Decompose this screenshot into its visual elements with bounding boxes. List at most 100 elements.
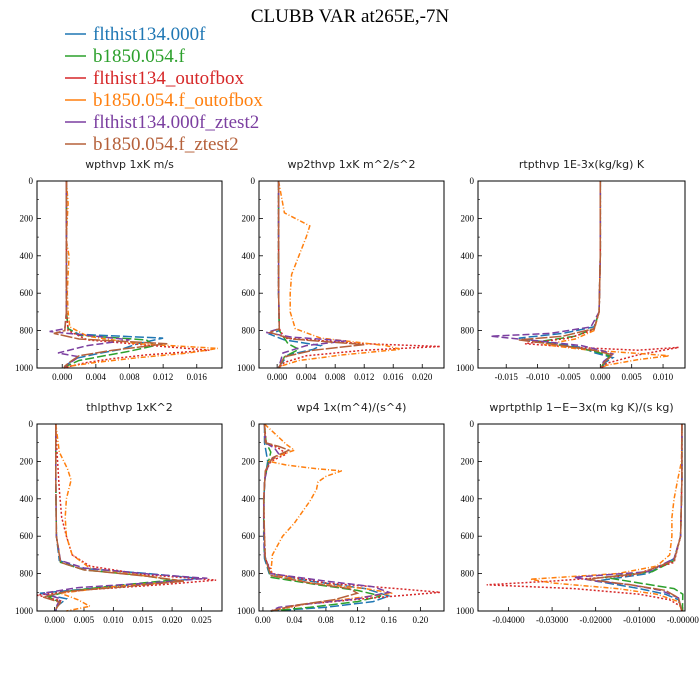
- y-tick-label: 200: [20, 213, 34, 223]
- x-tick-label: -0.010: [526, 372, 550, 382]
- y-tick-label: 600: [20, 288, 34, 298]
- panels: wpthvp 1xK m/s 0 200 400 600 800 1000 0.000 0.00…: [15, 158, 699, 625]
- x-tick-label: -0.01000: [623, 615, 656, 625]
- legend-label-b1850-054-f-outofbox: b1850.054.f_outofbox: [93, 90, 263, 111]
- legend-label-b1850-054-f: b1850.054.f: [93, 46, 186, 67]
- y-tick-label: 0: [470, 419, 475, 429]
- y-tick-label: 600: [461, 531, 475, 541]
- x-tick-label: 0.016: [187, 372, 208, 382]
- x-tick-label: 0.012: [354, 372, 374, 382]
- y-tick-label: 400: [242, 494, 256, 504]
- y-tick-label: 200: [461, 213, 475, 223]
- series-line-3: [36, 423, 217, 612]
- y-tick-label: 800: [461, 569, 475, 579]
- plot-frame: [36, 180, 223, 369]
- plot-frame: [477, 180, 686, 369]
- plot-frame: [258, 180, 445, 369]
- legend-entry: flthist134.000f_ztest2: [65, 112, 259, 133]
- y-tick-label: 0: [29, 176, 34, 186]
- x-tick-label: 0.12: [350, 615, 366, 625]
- y-tick-label: 200: [20, 456, 34, 466]
- legend-entry: b1850.054.f_ztest2: [65, 134, 239, 155]
- x-tick-label: -0.005: [557, 372, 581, 382]
- x-tick-label: 0.000: [52, 372, 73, 382]
- panel-6: wprtpthlp 1−E−3x(m kg K)/(s kg) 0 200 400 60…: [456, 401, 699, 625]
- y-tick-label: 600: [461, 288, 475, 298]
- series-line-6: [267, 181, 365, 369]
- y-tick-label: 1000: [237, 606, 256, 616]
- legend-entry: flthist134.000f: [65, 24, 206, 45]
- x-tick-label: 0.025: [191, 615, 212, 625]
- x-tick-label: -0.03000: [536, 615, 569, 625]
- series-line-6: [586, 424, 683, 612]
- x-tick-label: 0.010: [653, 372, 674, 382]
- x-tick-label: 0.008: [325, 372, 346, 382]
- series-line-4: [263, 423, 393, 612]
- y-tick-label: 200: [242, 213, 256, 223]
- series-line-6: [53, 181, 168, 369]
- series-line-4: [543, 181, 670, 369]
- y-tick-label: 1000: [15, 606, 34, 616]
- x-tick-label: -0.00000: [667, 615, 700, 625]
- legend-label-flthist134-000f-ztest2: flthist134.000f_ztest2: [93, 112, 259, 133]
- y-tick-label: 800: [20, 326, 34, 336]
- panel-title: thlpthvp 1xK^2: [86, 401, 173, 414]
- x-tick-label: -0.04000: [492, 615, 525, 625]
- x-tick-label: 0.004: [86, 372, 107, 382]
- y-tick-label: 200: [461, 456, 475, 466]
- x-tick-label: 0.015: [133, 615, 154, 625]
- y-tick-label: 800: [242, 326, 256, 336]
- y-tick-label: 400: [20, 494, 34, 504]
- y-tick-label: 400: [20, 251, 34, 261]
- x-tick-label: 0.005: [622, 372, 643, 382]
- series-line-4: [55, 423, 184, 612]
- panel-4: thlpthvp 1xK^2 0 200 400 600 800 1000 0.000 0.00…: [15, 401, 223, 625]
- x-tick-label: 0.20: [413, 615, 429, 625]
- series-line-5: [573, 424, 683, 612]
- plot-frame: [477, 423, 686, 612]
- x-tick-label: -0.015: [495, 372, 519, 382]
- series-line-4: [530, 423, 683, 612]
- panel-1: wpthvp 1xK m/s 0 200 400 600 800 1000 0.000 0.00…: [15, 158, 223, 382]
- x-tick-label: 0.016: [383, 372, 404, 382]
- y-tick-label: 1000: [237, 363, 256, 373]
- legend-label-flthist134-outofbox: flthist134_outofbox: [93, 68, 244, 89]
- y-tick-label: 1000: [456, 363, 475, 373]
- y-tick-label: 800: [461, 326, 475, 336]
- y-tick-label: 200: [242, 456, 256, 466]
- y-tick-label: 600: [242, 531, 256, 541]
- series-line-3: [262, 423, 441, 612]
- plot-frame: [258, 423, 445, 612]
- panel-title: wpthvp 1xK m/s: [85, 158, 174, 171]
- y-tick-label: 0: [470, 176, 475, 186]
- panel-title: wp2thvp 1xK m^2/s^2: [287, 158, 415, 171]
- legend: flthist134.000f b1850.054.f flthist134_o…: [65, 24, 263, 155]
- legend-entry: b1850.054.f: [65, 46, 186, 67]
- y-tick-label: 400: [461, 494, 475, 504]
- series-line-1: [39, 424, 199, 612]
- y-tick-label: 0: [29, 419, 34, 429]
- x-tick-label: 0.020: [412, 372, 433, 382]
- series-line-1: [267, 181, 324, 369]
- x-tick-label: 0.000: [267, 372, 288, 382]
- panel-title: rtpthvp 1E-3x(kg/kg) K: [519, 158, 645, 171]
- x-tick-label: 0.000: [44, 615, 65, 625]
- legend-entry: b1850.054.f_outofbox: [65, 90, 263, 111]
- plot-frame: [36, 423, 223, 612]
- y-tick-label: 400: [242, 251, 256, 261]
- panel-2: wp2thvp 1xK m^2/s^2 0 200 400 600 800 1000 0.00…: [237, 158, 445, 382]
- x-tick-label: 0.16: [381, 615, 397, 625]
- y-tick-label: 600: [20, 531, 34, 541]
- series-line-6: [40, 424, 184, 612]
- panel-title: wprtpthlp 1−E−3x(m kg K)/(s kg): [489, 401, 673, 414]
- x-tick-label: 0.010: [103, 615, 124, 625]
- x-tick-label: 0.000: [590, 372, 611, 382]
- x-tick-label: 0.020: [162, 615, 183, 625]
- series-line-3: [486, 424, 683, 612]
- figure-title: CLUBB VAR at265E,-7N: [251, 6, 450, 27]
- y-tick-label: 400: [461, 251, 475, 261]
- panel-title: wp4 1x(m^4)/(s^4): [297, 401, 407, 414]
- y-tick-label: 0: [251, 176, 256, 186]
